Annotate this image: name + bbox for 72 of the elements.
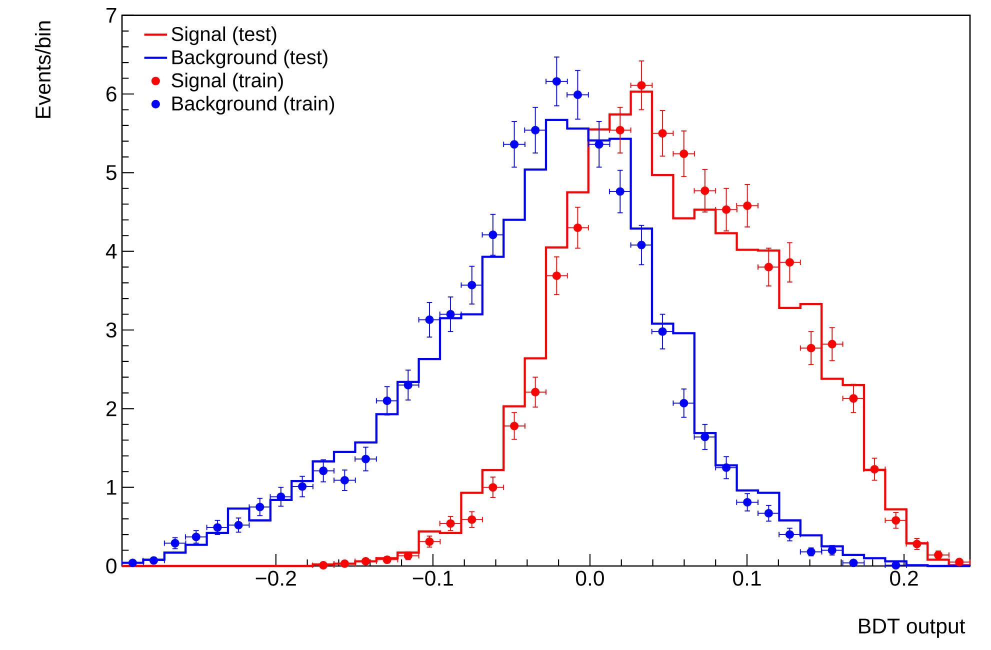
- y-axis-title: Events/bin: [34, 21, 51, 118]
- point: [573, 223, 582, 232]
- point: [785, 530, 794, 539]
- point: [340, 559, 349, 568]
- point: [764, 509, 773, 518]
- point: [828, 340, 836, 348]
- point: [573, 90, 582, 100]
- point: [192, 532, 200, 542]
- point: [955, 558, 964, 566]
- point: [256, 502, 264, 512]
- point: [892, 516, 900, 525]
- y-tick-label: 0: [106, 558, 116, 574]
- y-tick-label: 3: [106, 322, 116, 338]
- point: [319, 560, 328, 570]
- point: [849, 394, 858, 403]
- point: [700, 186, 710, 196]
- point: [743, 498, 752, 507]
- x-tick-label: −0.2: [256, 570, 296, 586]
- point: [743, 201, 752, 210]
- point: [552, 77, 561, 86]
- point: [722, 205, 731, 214]
- point: [637, 81, 646, 90]
- y-tick-label: 2: [106, 401, 116, 416]
- x-tick-label: 0.1: [733, 570, 761, 586]
- point: [382, 396, 392, 406]
- point: [785, 258, 794, 267]
- point: [149, 556, 158, 565]
- point: [680, 398, 688, 408]
- point: [764, 262, 773, 272]
- point: [468, 280, 476, 290]
- point: [128, 558, 137, 568]
- point: [849, 558, 858, 568]
- point: [425, 316, 434, 324]
- legend-label: Background (train): [172, 96, 334, 115]
- point: [680, 150, 688, 158]
- legend-label: Signal (test): [172, 26, 276, 46]
- point: [340, 476, 349, 485]
- x-tick-label: 0.2: [890, 570, 918, 586]
- point: [510, 140, 519, 149]
- point: [468, 515, 476, 524]
- x-tick-label: −0.1: [412, 570, 453, 586]
- point: [616, 126, 624, 134]
- point: [488, 483, 498, 492]
- point: [658, 129, 667, 138]
- point: [298, 482, 307, 491]
- point: [234, 520, 243, 530]
- point: [213, 523, 222, 532]
- point: [658, 327, 667, 336]
- point: [361, 557, 370, 566]
- point: [319, 466, 328, 476]
- x-tick-label: 0.0: [576, 570, 604, 586]
- point: [552, 271, 561, 280]
- y-tick-label: 6: [106, 86, 116, 102]
- legend-label: Background (test): [172, 50, 328, 68]
- point: [488, 230, 498, 240]
- legend-label: Signal (train): [172, 72, 283, 92]
- x-axis-title: BDT output: [859, 618, 966, 638]
- point: [637, 240, 646, 250]
- point: [510, 422, 519, 430]
- point: [806, 344, 816, 352]
- point: [531, 126, 540, 134]
- point: [404, 380, 412, 390]
- point: [361, 454, 370, 464]
- point: [531, 388, 540, 396]
- point: [616, 187, 624, 196]
- y-tick-label: 7: [106, 8, 116, 23]
- point: [446, 519, 455, 528]
- point: [722, 463, 731, 472]
- y-tick-label: 1: [107, 480, 116, 495]
- y-tick-label: 5: [106, 165, 116, 180]
- point: [870, 464, 879, 474]
- y-tick-label: 4: [106, 244, 117, 259]
